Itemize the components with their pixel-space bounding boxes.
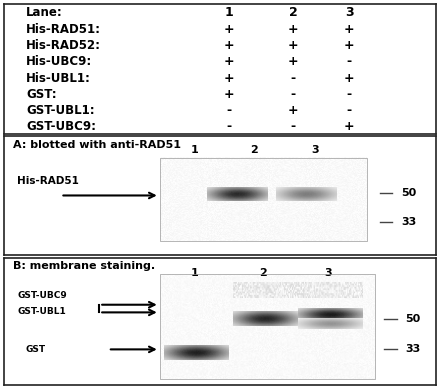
Text: +: +	[344, 23, 355, 36]
Text: GST-UBC9:: GST-UBC9:	[26, 120, 96, 133]
Text: GST-UBL1: GST-UBL1	[17, 307, 66, 315]
Text: +: +	[288, 39, 299, 52]
Text: -: -	[347, 88, 352, 101]
Text: +: +	[224, 39, 234, 52]
Text: +: +	[344, 72, 355, 84]
Text: -: -	[226, 120, 231, 133]
Text: -: -	[291, 120, 296, 133]
Text: -: -	[347, 104, 352, 117]
Text: 2: 2	[289, 6, 298, 19]
Text: His-RAD51: His-RAD51	[17, 176, 79, 186]
Text: His-RAD51:: His-RAD51:	[26, 23, 101, 36]
Text: -: -	[226, 104, 231, 117]
Text: His-UBC9:: His-UBC9:	[26, 55, 92, 68]
Bar	[160, 158, 367, 240]
Text: 33: 33	[405, 344, 421, 354]
Text: His-UBL1:: His-UBL1:	[26, 72, 91, 84]
Text: -: -	[347, 55, 352, 68]
Text: A: blotted with anti-RAD51: A: blotted with anti-RAD51	[13, 140, 181, 150]
Text: -: -	[291, 88, 296, 101]
Text: +: +	[224, 72, 234, 84]
Text: GST-UBL1:: GST-UBL1:	[26, 104, 95, 117]
Text: 2: 2	[259, 268, 267, 278]
Text: 50: 50	[405, 314, 421, 324]
Text: 33: 33	[401, 217, 416, 226]
Text: +: +	[344, 120, 355, 133]
Text: His-RAD52:: His-RAD52:	[26, 39, 101, 52]
Text: 1: 1	[190, 145, 198, 155]
Text: +: +	[224, 23, 234, 36]
Text: 3: 3	[311, 145, 319, 155]
Text: +: +	[224, 88, 234, 101]
Text: GST-UBC9: GST-UBC9	[17, 291, 67, 300]
Text: -: -	[291, 72, 296, 84]
Text: 1: 1	[190, 268, 198, 278]
Text: GST: GST	[26, 345, 46, 354]
Bar	[160, 274, 375, 379]
Text: GST:: GST:	[26, 88, 57, 101]
Text: Lane:: Lane:	[26, 6, 63, 19]
Text: 3: 3	[345, 6, 354, 19]
Text: +: +	[288, 55, 299, 68]
Text: +: +	[224, 55, 234, 68]
Text: 1: 1	[224, 6, 233, 19]
Text: 3: 3	[324, 268, 332, 278]
Text: +: +	[288, 104, 299, 117]
Text: B: membrane staining.: B: membrane staining.	[13, 261, 155, 272]
Text: 50: 50	[401, 188, 416, 198]
Text: 2: 2	[251, 145, 258, 155]
Text: +: +	[344, 39, 355, 52]
Text: +: +	[288, 23, 299, 36]
